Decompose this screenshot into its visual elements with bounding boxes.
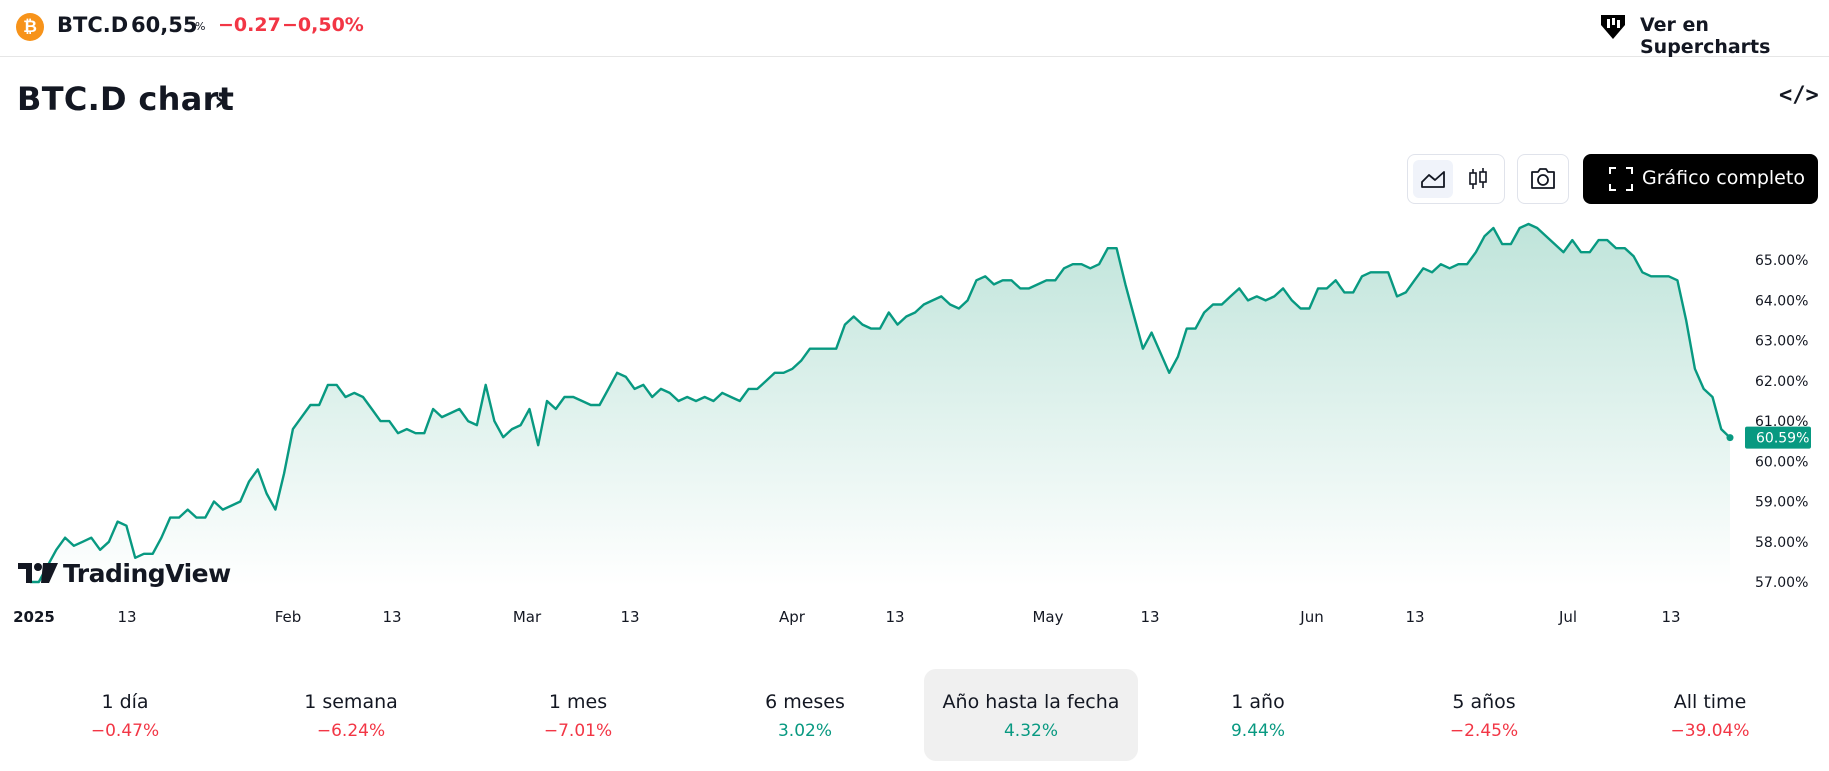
ticker-bar: ₿ BTC.D 60,55 % −0.27 −0,50% Ver en Supe…	[0, 0, 1829, 58]
x-tick-label: 13	[1140, 608, 1159, 626]
x-tick-label: 13	[885, 608, 904, 626]
bitcoin-icon: ₿	[16, 13, 44, 41]
y-tick-label: 60.00%	[1755, 454, 1808, 470]
price-chart[interactable]: 65.00% 64.00% 63.00% 62.00% 61.00% 60.00% 59.0…	[0, 220, 1829, 640]
period-tab[interactable]: All time −39.04%	[1603, 669, 1817, 761]
period-change-value: −39.04%	[1670, 721, 1750, 741]
period-tab[interactable]: 1 año 9.44%	[1151, 669, 1365, 761]
series-line	[30, 222, 1731, 584]
embed-code-icon[interactable]: </>	[1779, 83, 1819, 108]
period-tab[interactable]: 5 años −2.45%	[1377, 669, 1591, 761]
full-chart-label: Gráfico completo	[1642, 167, 1805, 189]
period-change-value: 9.44%	[1230, 721, 1285, 741]
x-tick-label: 2025	[13, 608, 55, 626]
area-fill	[30, 224, 1730, 586]
x-tick-label: 13	[620, 608, 639, 626]
y-tick-label: 57.00%	[1755, 575, 1808, 591]
supercharts-icon[interactable]	[1597, 12, 1629, 42]
full-chart-button[interactable]: Gráfico completo	[1583, 154, 1818, 204]
period-label: 6 meses	[765, 691, 845, 713]
chart-style-toggle	[1407, 154, 1505, 204]
period-change-value: 4.32%	[1003, 721, 1058, 741]
candles-icon	[1469, 168, 1487, 189]
period-tab[interactable]: Año hasta la fecha 4.32%	[924, 669, 1138, 761]
x-tick-label: Apr	[779, 608, 806, 626]
ticker-change-abs: −0.27	[218, 14, 281, 36]
x-tick-label: 13	[1405, 608, 1424, 626]
x-tick-label: May	[1032, 608, 1063, 626]
x-tick-label: 13	[1661, 608, 1680, 626]
x-tick-label: Jul	[1558, 608, 1577, 626]
x-tick-label: 13	[117, 608, 136, 626]
y-tick-label: 64.00%	[1755, 293, 1808, 309]
period-label: 1 día	[101, 691, 149, 713]
camera-icon	[1531, 168, 1555, 189]
y-tick-label: 65.00%	[1755, 253, 1808, 269]
period-label: All time	[1673, 691, 1747, 713]
watermark-text: TradingView	[63, 559, 231, 588]
period-label: 1 mes	[548, 691, 608, 713]
x-tick-label: Mar	[513, 608, 542, 626]
snapshot-button[interactable]	[1517, 154, 1569, 204]
chevron-right-icon[interactable]: ›	[214, 84, 226, 117]
period-tab[interactable]: 1 día −0.47%	[18, 669, 232, 761]
period-label: 1 semana	[304, 691, 398, 713]
period-change-value: −6.24%	[316, 721, 386, 741]
fullscreen-icon	[1609, 167, 1633, 191]
y-tick-label: 58.00%	[1755, 535, 1808, 551]
period-tab[interactable]: 1 semana −6.24%	[244, 669, 458, 761]
period-tab[interactable]: 6 meses 3.02%	[698, 669, 912, 761]
period-change-value: −2.45%	[1449, 721, 1519, 741]
area-chart-icon	[1421, 171, 1445, 188]
area-chart-button[interactable]	[1413, 160, 1453, 198]
tradingview-logo-icon	[18, 563, 58, 583]
candles-chart-button[interactable]	[1458, 160, 1498, 198]
ticker-change-pct: −0,50%	[282, 14, 364, 36]
y-tick-label: 59.00%	[1755, 495, 1808, 511]
x-tick-label: Feb	[275, 608, 302, 626]
period-change-value: −7.01%	[543, 721, 613, 741]
chart-title[interactable]: BTC.D chart	[17, 80, 235, 118]
period-label: 1 año	[1231, 691, 1285, 713]
period-label: Año hasta la fecha	[942, 691, 1120, 713]
period-change-value: 3.02%	[777, 721, 832, 741]
x-tick-label: 13	[382, 608, 401, 626]
period-change-value: −0.47%	[90, 721, 160, 741]
ticker-price: 60,55	[131, 13, 198, 37]
period-label: 5 años	[1452, 691, 1516, 713]
ticker-symbol[interactable]: BTC.D	[57, 13, 129, 37]
x-tick-label: Jun	[1299, 608, 1323, 626]
period-tab[interactable]: 1 mes −7.01%	[471, 669, 685, 761]
y-tick-label: 63.00%	[1755, 334, 1808, 350]
last-point-marker	[1726, 434, 1734, 442]
last-price-badge	[1745, 426, 1811, 449]
ticker-price-unit: %	[195, 20, 206, 33]
view-in-supercharts-link[interactable]: Ver en Supercharts	[1640, 14, 1771, 58]
y-tick-label: 62.00%	[1755, 374, 1808, 390]
y-tick-label: 61.00%	[1755, 414, 1808, 430]
last-price-label: 60.59%	[1756, 431, 1809, 447]
